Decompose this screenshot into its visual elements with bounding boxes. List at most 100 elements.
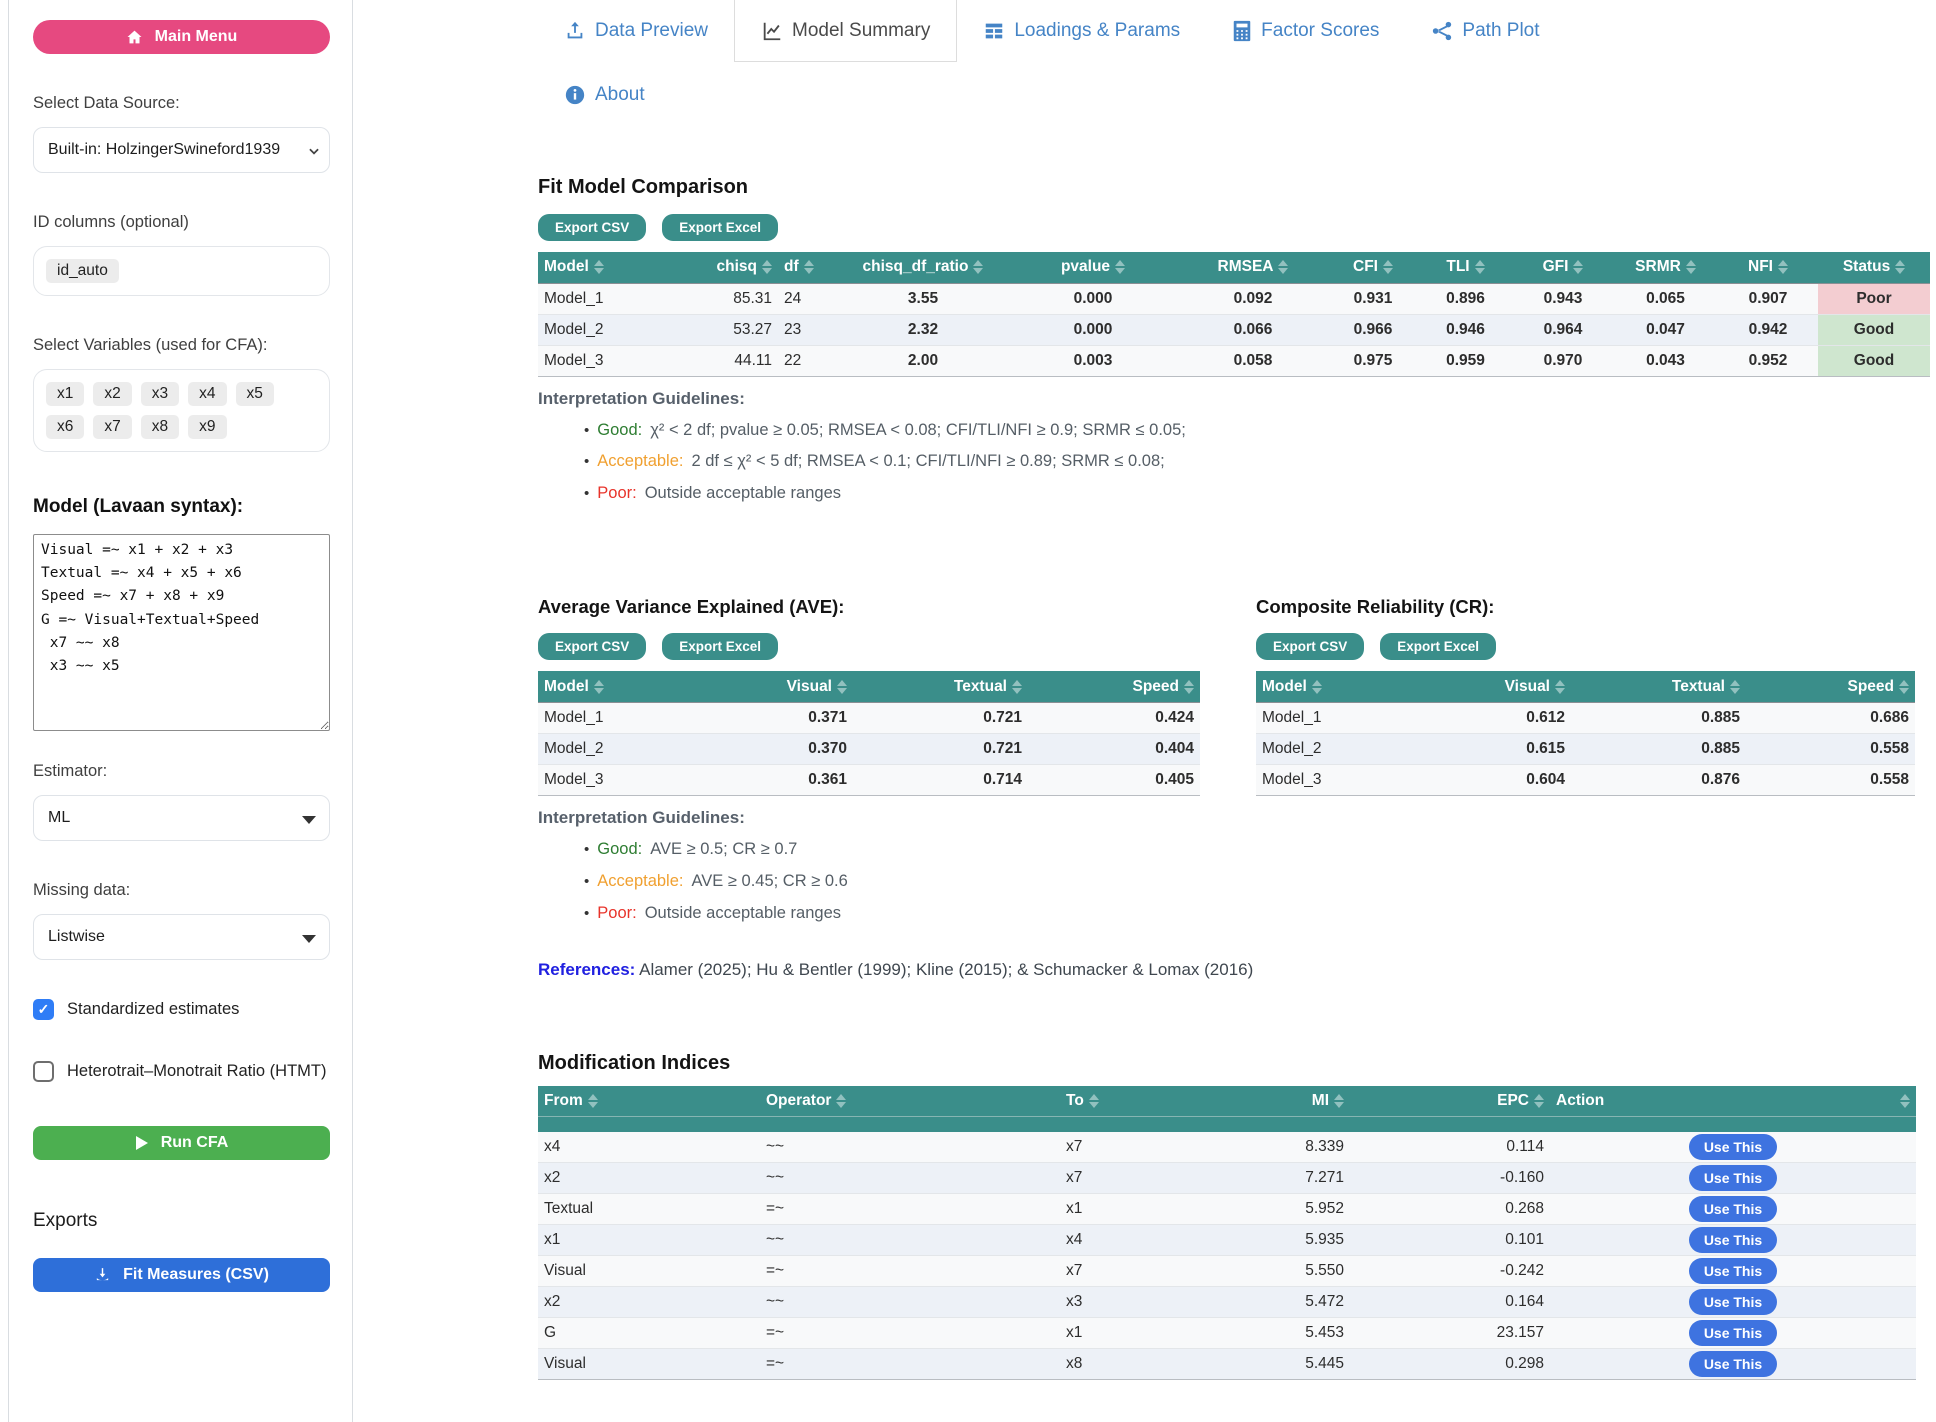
ave-export-csv-button[interactable]: Export CSV xyxy=(538,633,647,661)
fit-measures-csv-button[interactable]: Fit Measures (CSV) xyxy=(33,1257,330,1292)
column-header-tli[interactable]: TLI xyxy=(1418,252,1513,283)
modification-indices-title: Modification Indices xyxy=(538,1051,731,1074)
tab-path-plot[interactable]: Path Plot xyxy=(1405,0,1565,62)
run-cfa-button[interactable]: Run CFA xyxy=(33,1125,330,1160)
sort-icon[interactable] xyxy=(837,679,847,694)
main-menu-button[interactable]: Main Menu xyxy=(33,20,330,54)
sort-icon[interactable] xyxy=(803,260,814,275)
variable-chip-x9[interactable]: x9 xyxy=(188,415,227,439)
tab-loadings-params[interactable]: Loadings & Params xyxy=(957,0,1206,62)
variable-chip-x3[interactable]: x3 xyxy=(140,382,180,406)
column-header-operator[interactable]: Operator xyxy=(760,1085,1060,1117)
variable-chip-x4[interactable]: x4 xyxy=(188,382,227,406)
fit-export-excel-button[interactable]: Export Excel xyxy=(662,214,779,241)
column-header-action[interactable]: Action xyxy=(1550,1085,1916,1117)
cell-gfi: 0.964 xyxy=(1543,320,1583,338)
column-header-to[interactable]: To xyxy=(1060,1085,1220,1117)
ave-export-excel-button[interactable]: Export Excel xyxy=(662,633,779,661)
column-header-pvalue[interactable]: pvalue xyxy=(1008,252,1178,283)
variable-chip-x2[interactable]: x2 xyxy=(93,382,132,406)
column-header-speed[interactable]: Speed xyxy=(1746,671,1915,703)
data-source-select[interactable]: Built-in: HolzingerSwineford1939 xyxy=(33,127,330,173)
use-this-button[interactable]: Use This xyxy=(1688,1320,1778,1347)
missing-data-select[interactable]: Listwise xyxy=(33,914,330,960)
column-header-visual[interactable]: Visual xyxy=(708,671,853,703)
variable-chip-x8[interactable]: x8 xyxy=(140,415,180,439)
sort-icon[interactable] xyxy=(1534,1093,1544,1108)
estimator-select[interactable]: ML xyxy=(33,795,330,841)
sort-icon[interactable] xyxy=(587,1093,598,1108)
column-header-textual[interactable]: Textual xyxy=(853,671,1028,703)
column-header-gfi[interactable]: GFI xyxy=(1513,252,1613,283)
use-this-button[interactable]: Use This xyxy=(1688,1165,1778,1192)
sort-icon[interactable] xyxy=(1115,260,1126,275)
sort-icon[interactable] xyxy=(1474,260,1485,275)
sort-icon[interactable] xyxy=(1895,260,1906,275)
sort-icon[interactable] xyxy=(1685,260,1696,275)
sort-icon[interactable] xyxy=(762,260,772,275)
column-header-df[interactable]: df xyxy=(778,252,838,283)
id-columns-input[interactable]: id_auto xyxy=(33,246,330,296)
sort-icon[interactable] xyxy=(1900,1093,1910,1108)
sort-icon[interactable] xyxy=(1573,260,1584,275)
sort-icon[interactable] xyxy=(836,1093,847,1108)
column-header-chisq-df-ratio[interactable]: chisq_df_ratio xyxy=(838,252,1008,283)
use-this-button[interactable]: Use This xyxy=(1688,1351,1778,1378)
column-header-cfi[interactable]: CFI xyxy=(1328,252,1418,283)
tab-factor-scores[interactable]: Factor Scores xyxy=(1206,0,1405,62)
sort-icon[interactable] xyxy=(593,260,604,275)
cell-mi: 8.339 xyxy=(1305,1137,1344,1155)
fit-export-csv-button[interactable]: Export CSV xyxy=(538,214,647,241)
column-header-rmsea[interactable]: RMSEA xyxy=(1178,252,1328,283)
sort-icon[interactable] xyxy=(1777,260,1788,275)
column-header-status[interactable]: Status xyxy=(1818,252,1930,283)
column-header-nfi[interactable]: NFI xyxy=(1718,252,1818,283)
home-icon xyxy=(126,29,143,45)
sort-icon[interactable] xyxy=(593,679,604,694)
cr-export-excel-button[interactable]: Export Excel xyxy=(1380,633,1497,661)
column-header-textual[interactable]: Textual xyxy=(1571,671,1746,703)
column-header-epc[interactable]: EPC xyxy=(1350,1085,1550,1117)
tab-about[interactable]: About xyxy=(538,70,671,120)
tab-model-summary[interactable]: Model Summary xyxy=(734,0,958,62)
column-header-model[interactable]: Model xyxy=(538,252,688,283)
sort-icon[interactable] xyxy=(1334,1093,1344,1108)
column-header-mi[interactable]: MI xyxy=(1220,1085,1350,1117)
sort-icon[interactable] xyxy=(1899,679,1909,694)
sort-icon[interactable] xyxy=(1012,679,1022,694)
column-header-model[interactable]: Model xyxy=(1256,671,1426,703)
cr-export-csv-button[interactable]: Export CSV xyxy=(1256,633,1365,661)
references-label[interactable]: References: xyxy=(538,959,636,979)
model-syntax-textarea[interactable]: Visual =~ x1 + x2 + x3 Textual =~ x4 + x… xyxy=(33,534,330,731)
variable-chip-x6[interactable]: x6 xyxy=(46,415,85,439)
use-this-button[interactable]: Use This xyxy=(1688,1196,1778,1223)
use-this-button[interactable]: Use This xyxy=(1688,1258,1778,1285)
use-this-button[interactable]: Use This xyxy=(1688,1227,1778,1254)
sort-icon[interactable] xyxy=(1555,679,1565,694)
sort-icon[interactable] xyxy=(1730,679,1740,694)
tab-data-preview[interactable]: Data Preview xyxy=(538,0,734,62)
checkbox-standardized-estimates[interactable]: ✓ xyxy=(33,999,54,1020)
variable-chip-x1[interactable]: x1 xyxy=(46,382,85,406)
sort-icon[interactable] xyxy=(1088,1093,1099,1108)
id-chip-id-auto[interactable]: id_auto xyxy=(46,259,119,283)
checkbox-heterotrait-monotrait-ratio-htmt[interactable] xyxy=(33,1060,54,1082)
variable-chip-x5[interactable]: x5 xyxy=(235,382,274,406)
column-header-from[interactable]: From xyxy=(538,1085,760,1117)
column-header-chisq[interactable]: chisq xyxy=(688,252,778,283)
use-this-button[interactable]: Use This xyxy=(1688,1133,1778,1160)
column-header-speed[interactable]: Speed xyxy=(1028,671,1200,703)
checkbox-label[interactable]: Heterotrait–Monotrait Ratio (HTMT) xyxy=(67,1061,327,1080)
checkbox-label[interactable]: Standardized estimates xyxy=(67,1000,240,1018)
use-this-button[interactable]: Use This xyxy=(1688,1289,1778,1316)
column-header-srmr[interactable]: SRMR xyxy=(1613,252,1718,283)
sort-icon[interactable] xyxy=(1184,679,1194,694)
sort-icon[interactable] xyxy=(1311,679,1322,694)
variables-input[interactable]: x1 x2 x3 x4 x5 x6 x7 x8 x9 xyxy=(33,369,330,452)
sort-icon[interactable] xyxy=(973,260,984,275)
sort-icon[interactable] xyxy=(1278,260,1289,275)
variable-chip-x7[interactable]: x7 xyxy=(93,415,132,439)
sort-icon[interactable] xyxy=(1382,260,1393,275)
column-header-model[interactable]: Model xyxy=(538,671,708,703)
column-header-visual[interactable]: Visual xyxy=(1426,671,1571,703)
